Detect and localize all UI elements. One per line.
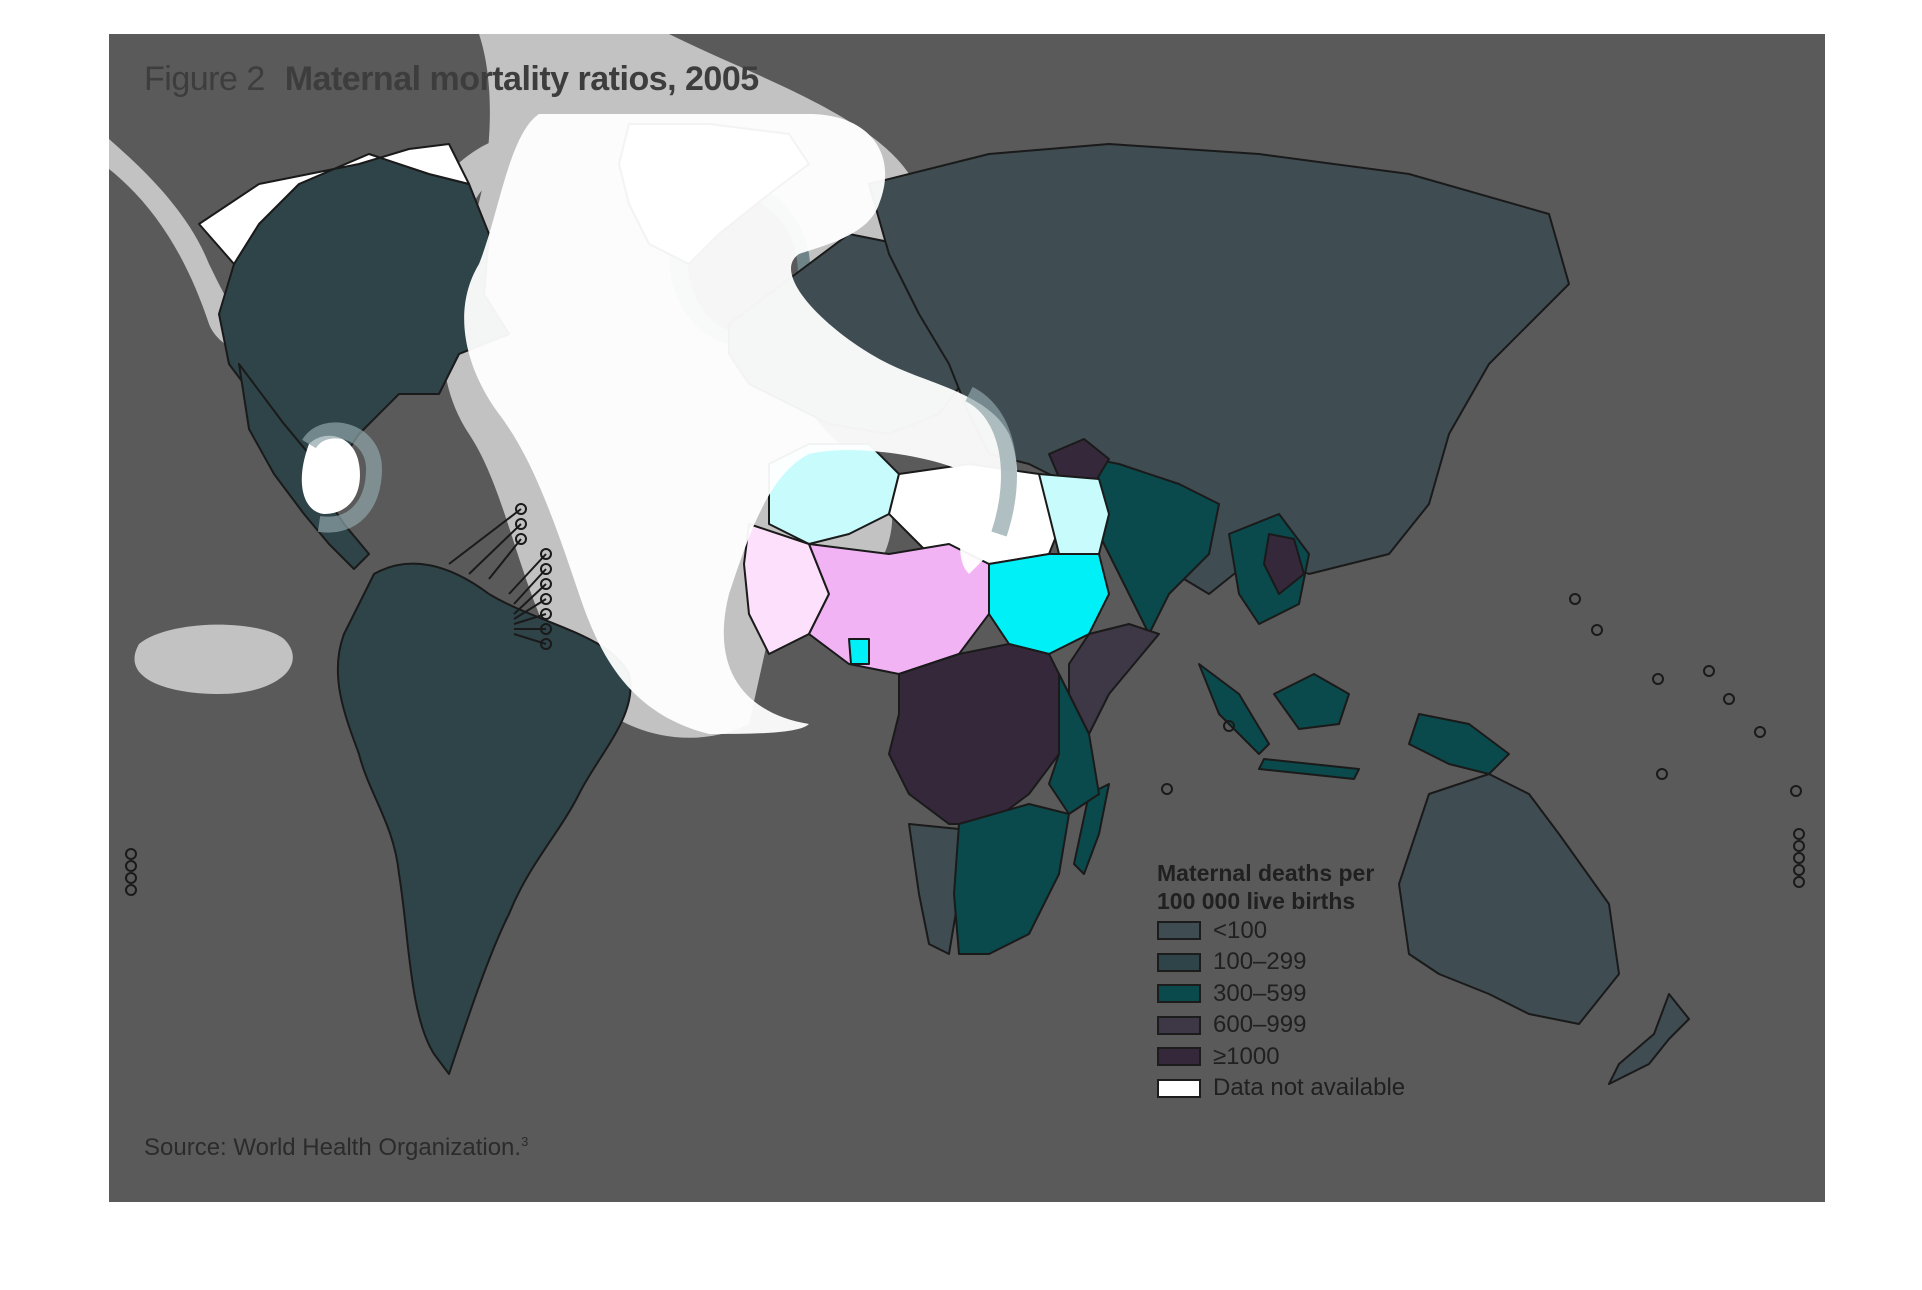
indonesia-borneo bbox=[1273, 673, 1350, 730]
legend-label: 600–999 bbox=[1213, 1011, 1307, 1039]
teal-edge-glow bbox=[302, 386, 1017, 537]
map-title: Maternal mortality ratios, 2005 bbox=[284, 60, 759, 98]
legend-swatch bbox=[1157, 1047, 1201, 1067]
caribbean-callouts bbox=[448, 503, 552, 650]
legend-label: Data not available bbox=[1213, 1074, 1406, 1102]
horn-of-africa bbox=[1068, 623, 1160, 735]
legend-label: <100 bbox=[1213, 916, 1268, 944]
legend-item: Data not available bbox=[1157, 1073, 1417, 1105]
legend-swatch bbox=[1157, 1078, 1201, 1098]
australia bbox=[1398, 773, 1620, 1025]
legend-swatch bbox=[1157, 1015, 1201, 1035]
legend-swatch bbox=[1157, 921, 1201, 941]
legend: Maternal deaths per 100 000 live births … bbox=[1157, 859, 1417, 1104]
legend-swatch bbox=[1157, 984, 1201, 1004]
figure-title: Figure 2 Maternal mortality ratios, 2005 bbox=[144, 60, 759, 99]
source-footnote: 3 bbox=[521, 1134, 529, 1149]
laos-cambodia bbox=[1263, 533, 1305, 595]
legend-items: <100 100–299 300–599 600–999 ≥1000 Data not a… bbox=[1157, 915, 1417, 1104]
legend-item: <100 bbox=[1157, 915, 1417, 947]
indonesia-java bbox=[1258, 758, 1360, 780]
legend-label: ≥1000 bbox=[1213, 1042, 1280, 1070]
africa bbox=[743, 443, 1160, 955]
south-america bbox=[336, 562, 632, 1075]
map-frame: Figure 2 Maternal mortality ratios, 2005 … bbox=[109, 34, 1825, 1202]
madagascar bbox=[1073, 783, 1110, 875]
source-note: Source: World Health Organization.3 bbox=[144, 1134, 528, 1162]
world-map bbox=[109, 34, 1805, 1085]
figure-label: Figure 2 bbox=[144, 60, 265, 98]
ghana bbox=[848, 638, 870, 665]
central-africa bbox=[888, 643, 1070, 825]
legend-label: 100–299 bbox=[1213, 948, 1307, 976]
legend-item: 300–599 bbox=[1157, 978, 1417, 1010]
southern-africa bbox=[953, 803, 1070, 955]
legend-item: ≥1000 bbox=[1157, 1041, 1417, 1073]
legend-swatch bbox=[1157, 952, 1201, 972]
source-text: Source: World Health Organization. bbox=[144, 1134, 522, 1161]
white-overlay bbox=[301, 114, 1018, 734]
legend-title-line2: 100 000 live births bbox=[1157, 888, 1356, 914]
legend-item: 100–299 bbox=[1157, 947, 1417, 979]
legend-title: Maternal deaths per 100 000 live births bbox=[1157, 859, 1417, 915]
southern-africa-west bbox=[908, 823, 960, 955]
papua bbox=[1408, 713, 1510, 775]
arctic-canada bbox=[198, 143, 470, 265]
indonesia-sumatra bbox=[1198, 663, 1270, 755]
pacific-island-markers bbox=[125, 593, 1805, 896]
legend-item: 600–999 bbox=[1157, 1010, 1417, 1042]
new-zealand bbox=[1608, 993, 1690, 1085]
legend-title-line1: Maternal deaths per bbox=[1157, 860, 1375, 886]
legend-label: 300–599 bbox=[1213, 979, 1307, 1007]
